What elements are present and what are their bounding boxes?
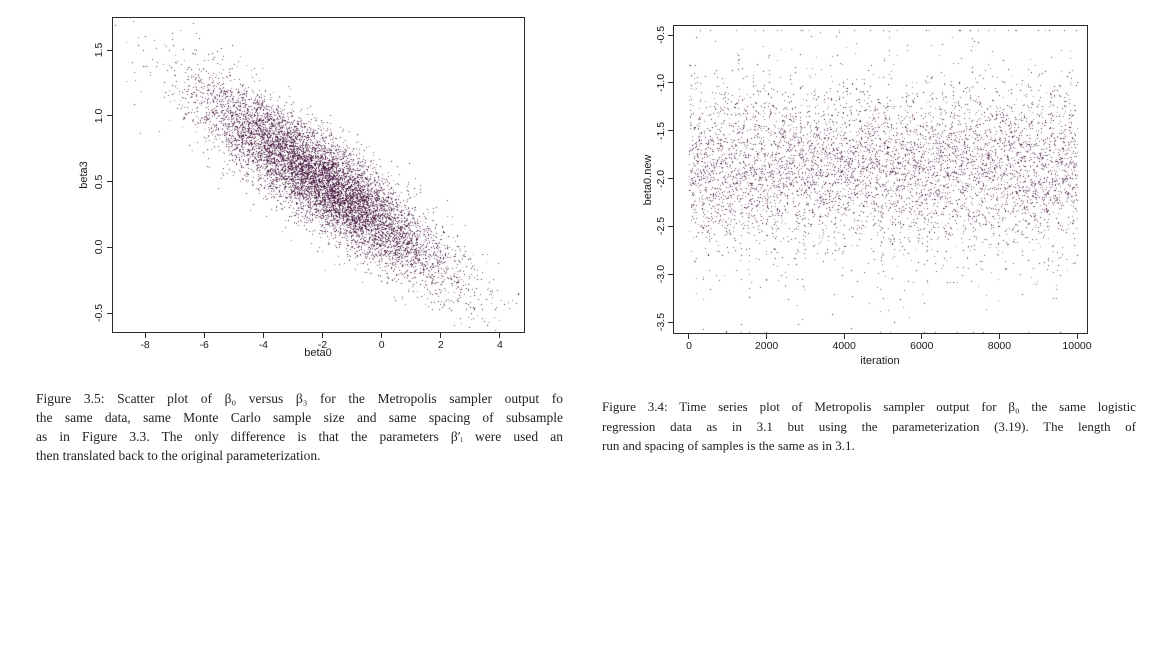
caption-line: as in Figure 3.3. The only difference is… — [36, 429, 563, 444]
y-tick-mark — [668, 273, 673, 275]
plot-points-canvas — [673, 25, 1088, 334]
y-tick-mark — [668, 130, 673, 132]
x-tick-label: -8 — [140, 339, 150, 351]
y-tick-label: 1.5 — [93, 42, 105, 58]
y-tick-label: -1.0 — [655, 73, 667, 92]
x-tick-mark — [144, 333, 146, 338]
x-tick-label: -6 — [199, 339, 209, 351]
y-axis-title: beta3 — [78, 161, 90, 189]
x-tick-mark — [499, 333, 501, 338]
x-axis-title: beta0 — [304, 347, 332, 359]
x-tick-label: 10000 — [1062, 340, 1092, 352]
x-axis-title: iteration — [860, 355, 900, 367]
x-tick-label: 8000 — [987, 340, 1012, 352]
x-tick-mark — [766, 334, 768, 339]
y-tick-label: -2.5 — [655, 217, 667, 236]
x-tick-mark — [262, 333, 264, 338]
y-axis-title: beta0.new — [642, 154, 654, 206]
y-tick-mark — [668, 178, 673, 180]
x-tick-mark — [203, 333, 205, 338]
y-tick-label: -1.5 — [655, 121, 667, 140]
y-tick-mark — [107, 246, 112, 248]
caption-line: Figure 3.5: Scatter plot of β₀ versus β₃… — [36, 391, 563, 406]
caption-line: the same data, same Monte Carlo sample s… — [36, 410, 563, 425]
y-tick-mark — [107, 115, 112, 117]
y-tick-label: -0.5 — [655, 25, 667, 45]
x-tick-label: 0 — [378, 339, 385, 351]
y-tick-mark — [107, 312, 112, 314]
x-tick-label: 4000 — [832, 340, 856, 352]
y-tick-label: 1.0 — [93, 108, 105, 124]
plot-points-canvas — [112, 17, 525, 333]
y-tick-mark — [668, 34, 673, 36]
figure-3-5-caption: Figure 3.5: Scatter plot of β₀ versus β₃… — [36, 389, 563, 465]
figure-3-4-caption: Figure 3.4: Time series plot of Metropol… — [602, 397, 1136, 456]
x-tick-label: 6000 — [910, 340, 934, 352]
caption-line: then translated back to the original par… — [36, 448, 321, 463]
x-tick-mark — [688, 334, 690, 339]
caption-line: run and spacing of samples is the same a… — [602, 438, 855, 453]
x-tick-label: -2 — [317, 339, 328, 351]
y-tick-label: -2.0 — [655, 169, 667, 188]
y-tick-mark — [668, 82, 673, 84]
x-tick-label: 2000 — [754, 340, 779, 352]
y-tick-label: 0.0 — [93, 239, 105, 255]
x-tick-label: 4 — [496, 339, 503, 351]
x-tick-label: -4 — [258, 339, 269, 351]
x-tick-mark — [843, 334, 845, 339]
x-tick-mark — [381, 333, 383, 338]
y-tick-label: -3.5 — [655, 312, 667, 332]
y-tick-label: -0.5 — [93, 303, 105, 323]
y-tick-mark — [107, 49, 112, 51]
x-tick-mark — [1076, 334, 1078, 339]
x-tick-label: 2 — [437, 339, 444, 351]
caption-line: Figure 3.4: Time series plot of Metropol… — [602, 399, 1136, 414]
y-tick-label: -3.0 — [655, 265, 667, 284]
y-tick-mark — [107, 181, 112, 182]
x-tick-mark — [440, 333, 442, 338]
caption-line: regression data as in 3.1 but using the … — [602, 418, 1136, 434]
x-tick-label: 0 — [686, 340, 692, 352]
y-tick-mark — [668, 225, 673, 227]
x-tick-mark — [921, 334, 923, 339]
y-tick-mark — [668, 321, 673, 323]
y-tick-label: 0.5 — [93, 174, 105, 189]
x-tick-mark — [998, 334, 1000, 339]
x-tick-mark — [321, 333, 323, 338]
